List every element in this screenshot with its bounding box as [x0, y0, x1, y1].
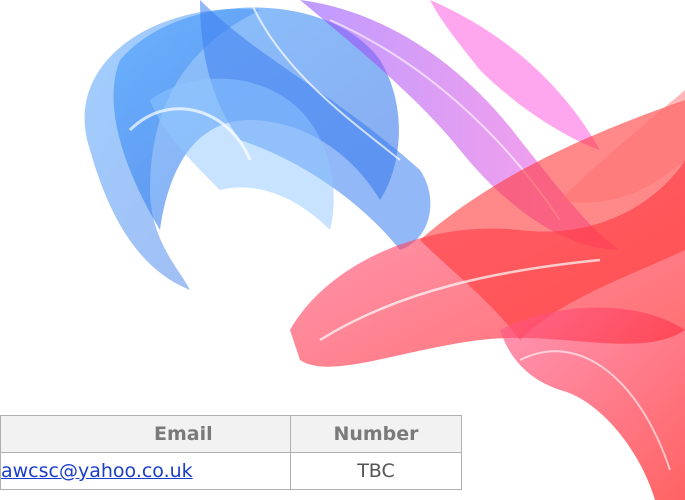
contact-table: Email Number awcsc@yahoo.co.uk TBC: [0, 415, 462, 490]
page: Email Number awcsc@yahoo.co.uk TBC (() =…: [0, 0, 685, 500]
cell: awcsc@yahoo.co.uk: [1, 453, 291, 490]
header-cell: Number: [291, 416, 462, 453]
header-row: Email Number: [1, 416, 462, 453]
cell: TBC: [291, 453, 462, 490]
email-link[interactable]: awcsc@yahoo.co.uk: [1, 460, 193, 482]
data-row: awcsc@yahoo.co.uk TBC: [1, 453, 462, 490]
header-cell: Email: [1, 416, 291, 453]
